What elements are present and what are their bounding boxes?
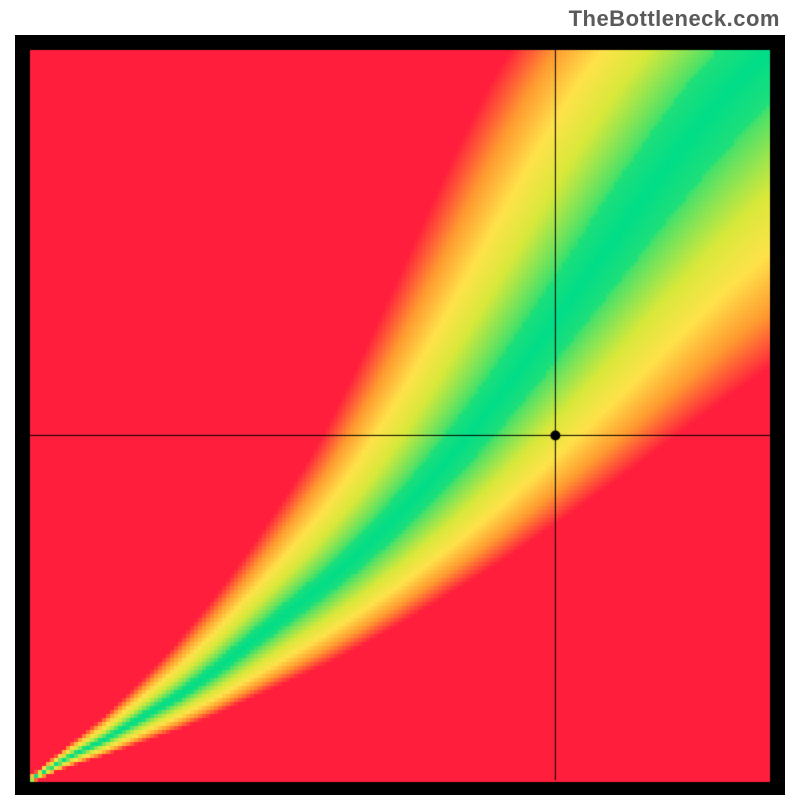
heatmap-plot	[15, 35, 785, 795]
watermark-text: TheBottleneck.com	[569, 6, 780, 32]
heatmap-canvas	[15, 35, 785, 795]
chart-container: TheBottleneck.com	[0, 0, 800, 800]
